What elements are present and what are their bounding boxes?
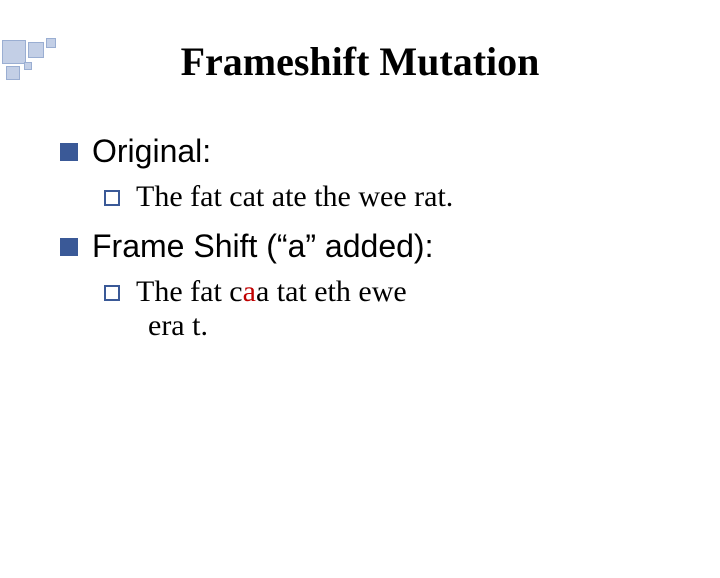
frameshift-label: Frame Shift (“a” added): <box>92 228 433 265</box>
deco-square <box>46 38 56 48</box>
bullet-frameshift: Frame Shift (“a” added): The fat caa tat… <box>60 228 680 343</box>
square-bullet-icon <box>60 238 78 256</box>
shift-part1: The fat c <box>136 275 243 308</box>
square-bullet-icon <box>60 143 78 161</box>
corner-decoration <box>0 38 90 88</box>
original-sentence: The fat cat ate the wee rat. <box>136 180 453 214</box>
original-label: Original: <box>92 133 211 170</box>
frameshift-sentence-line1: The fat caa tat eth ewe <box>136 275 407 309</box>
shift-part2: a tat eth ewe <box>256 275 407 308</box>
deco-square <box>28 42 44 58</box>
hollow-square-bullet-icon <box>104 190 120 206</box>
deco-square <box>24 62 32 70</box>
deco-square <box>2 40 26 64</box>
bullet-original: Original: <box>60 133 680 170</box>
deco-square <box>6 66 20 80</box>
slide-title: Frameshift Mutation <box>0 38 720 85</box>
frameshift-sentence-line2: era t. <box>148 309 680 343</box>
inserted-letter: a <box>243 275 256 308</box>
hollow-square-bullet-icon <box>104 285 120 301</box>
slide-content: Original: The fat cat ate the wee rat. F… <box>60 133 680 343</box>
subbullet-original-sentence: The fat cat ate the wee rat. <box>104 180 680 214</box>
